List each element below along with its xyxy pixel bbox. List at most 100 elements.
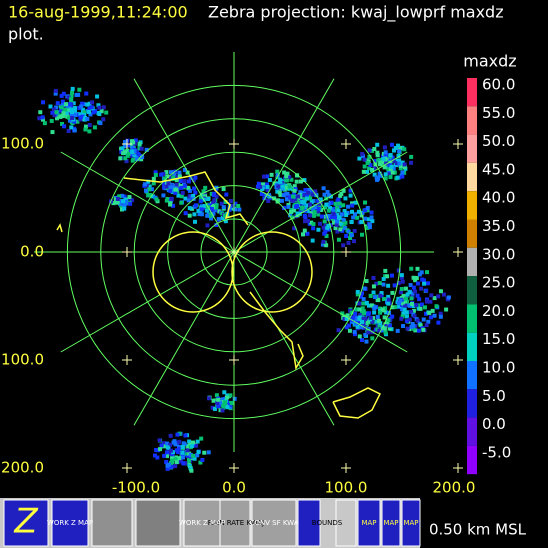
echo-pixel (80, 107, 85, 112)
echo-pixel (369, 148, 374, 153)
echo-pixel (221, 205, 226, 210)
button-label[interactable]: CONV SF KWA (249, 519, 298, 527)
echo-pixel (289, 209, 294, 214)
toolbar-button[interactable] (219, 499, 251, 547)
echo-pixel (123, 200, 128, 205)
echo-pixel (354, 315, 359, 320)
echo-pixel (127, 194, 132, 199)
echo-pixel (387, 171, 392, 176)
echo-pixel (162, 453, 167, 458)
colorbar-label: 45.0 (482, 160, 515, 178)
echo-pixel (321, 239, 326, 244)
echo-pixel (366, 303, 371, 308)
echo-pixel (266, 198, 271, 203)
toolbar-button[interactable] (401, 499, 421, 547)
echo-pixel (214, 393, 219, 398)
echo-pixel (403, 304, 408, 309)
echo-pixel (390, 170, 395, 175)
button-label[interactable]: MAP (361, 519, 376, 527)
echo-pixel (405, 326, 410, 331)
echo-pixel (172, 439, 177, 444)
echo-pixel (344, 234, 349, 239)
echo-pixel (258, 184, 263, 189)
toolbar-button[interactable] (51, 499, 89, 547)
timestamp: 16-aug-1999,11:24:00 (8, 3, 188, 22)
echo-pixel (265, 187, 270, 192)
toolbar-button[interactable] (357, 499, 381, 547)
echo-pixel (115, 196, 120, 201)
echo-pixel (438, 289, 443, 294)
echo-pixel (159, 443, 164, 448)
echo-pixel (70, 116, 75, 121)
echo-pixel (376, 318, 381, 323)
echo-pixel (313, 204, 318, 209)
button-label[interactable]: BOUNDS (312, 519, 343, 527)
colorbar-label: 55.0 (482, 104, 515, 122)
echo-pixel (372, 166, 377, 171)
echo-pixel (302, 200, 307, 205)
button-label[interactable]: WORK Z MAP (179, 519, 225, 527)
toolbar-button[interactable] (91, 499, 133, 547)
toolbar-button[interactable] (335, 499, 357, 547)
toolbar-button[interactable] (251, 499, 297, 547)
echo-pixel (342, 209, 347, 214)
colorbar-label: 5.0 (482, 387, 506, 405)
toolbar-button[interactable] (183, 499, 221, 547)
echo-pixel (264, 174, 269, 179)
button-label[interactable]: RAIN RATE KWAJ (208, 519, 264, 527)
echo-pixel (211, 398, 216, 403)
toolbar-button[interactable] (3, 499, 49, 547)
echo-pixel (196, 208, 201, 213)
echo-pixel (130, 143, 135, 148)
echo-pixel (396, 280, 401, 285)
echo-pixel (304, 194, 309, 199)
echo-pixel (299, 192, 304, 197)
echo-pixel (66, 95, 71, 100)
echo-pixel (120, 146, 125, 151)
echo-pixel (336, 197, 341, 202)
echo-pixel (191, 453, 196, 458)
echo-pixel (66, 129, 71, 134)
button-label[interactable]: WORK Z MAP (47, 519, 93, 527)
echo-pixel (362, 325, 367, 330)
echo-pixel (377, 328, 382, 333)
echo-pixel (300, 206, 305, 211)
echo-pixel (284, 185, 289, 190)
echo-pixel (381, 156, 386, 161)
echo-pixel (214, 203, 219, 208)
echo-pixel (390, 305, 395, 310)
echo-pixel (151, 176, 156, 181)
toolbar-button[interactable] (135, 499, 181, 547)
echo-pixel (195, 439, 200, 444)
x-tick-label: 100.0 (325, 479, 368, 497)
echo-pixel (233, 207, 238, 212)
echo-pixel (323, 205, 328, 210)
echo-pixel (225, 393, 230, 398)
echo-pixel (178, 179, 183, 184)
echo-pixel (423, 311, 428, 316)
echo-pixel (318, 197, 323, 202)
echo-pixel (326, 223, 331, 228)
echo-pixel (298, 179, 303, 184)
echo-pixel (364, 300, 369, 305)
echo-pixel (372, 320, 377, 325)
echo-pixel (164, 460, 169, 465)
colorbar-swatch (467, 134, 477, 163)
button-label[interactable]: MAP (403, 519, 418, 527)
button-label[interactable]: MAP (383, 519, 398, 527)
echo-pixel (360, 154, 365, 159)
echo-pixel (401, 293, 406, 298)
echo-pixel (397, 158, 402, 163)
echo-pixel (165, 454, 170, 459)
grid-cross (453, 355, 463, 365)
echo-pixel (343, 196, 348, 201)
echo-pixel (165, 174, 170, 179)
echo-pixel (73, 112, 78, 117)
toolbar-button[interactable] (297, 499, 321, 547)
toolbar-button[interactable] (381, 499, 401, 547)
echo-pixel (338, 227, 343, 232)
echo-pixel (131, 156, 136, 161)
echo-pixel (438, 311, 443, 316)
echo-pixel (422, 281, 427, 286)
